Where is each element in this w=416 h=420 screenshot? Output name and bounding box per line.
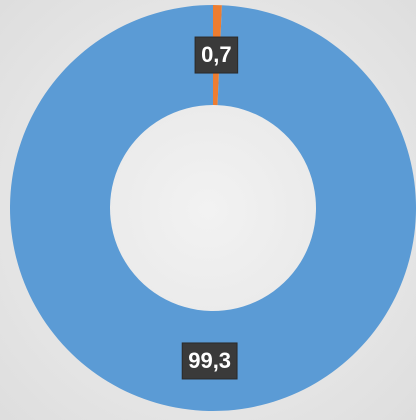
slice: [10, 5, 416, 411]
data-label-group: 99,3: [181, 342, 238, 380]
data-label: 99,3: [188, 348, 231, 373]
data-label-box: [181, 342, 238, 380]
data-label-group: 0,7: [194, 36, 239, 74]
labels: 0,7 99,3: [181, 36, 239, 380]
data-label-box: [194, 36, 239, 74]
data-label: 0,7: [201, 42, 232, 67]
